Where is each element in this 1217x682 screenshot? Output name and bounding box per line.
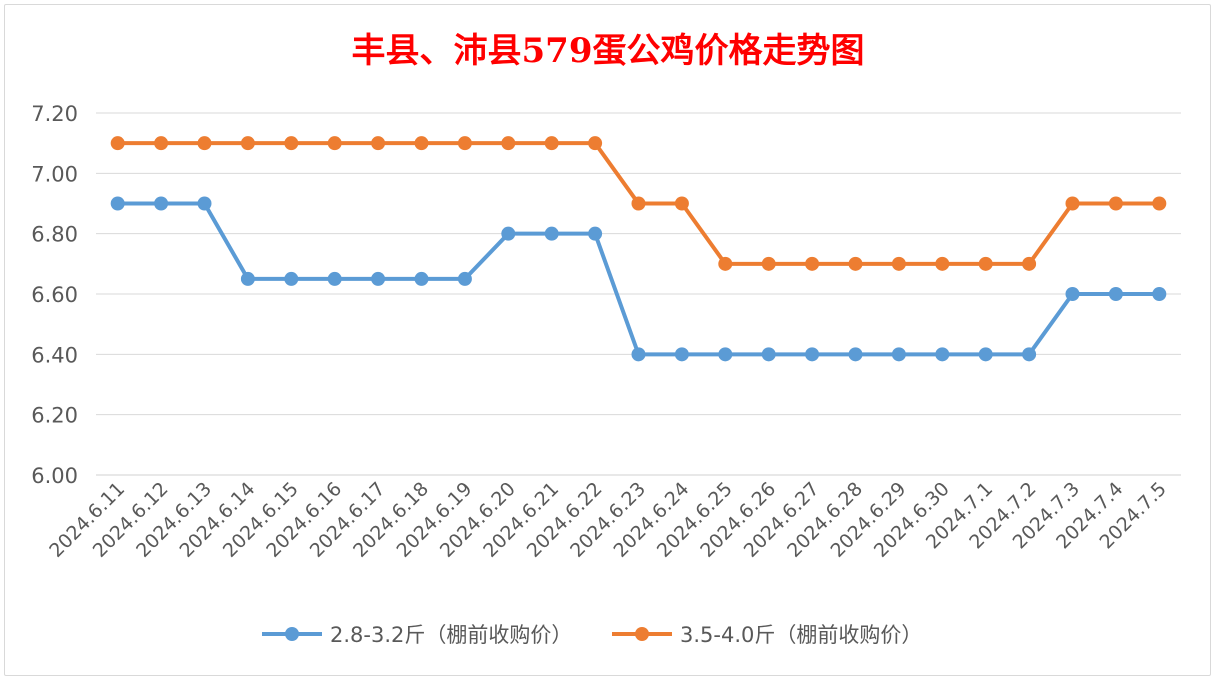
chart-frame — [4, 4, 1211, 676]
data-point — [1022, 256, 1037, 271]
data-point — [935, 256, 950, 271]
y-tick-label: 6.20 — [31, 404, 78, 428]
legend-label: 3.5-4.0斤（棚前收购价） — [680, 623, 922, 647]
data-point — [674, 196, 689, 211]
data-point — [501, 226, 516, 241]
data-point — [371, 271, 386, 286]
data-point — [457, 271, 472, 286]
data-point — [197, 136, 212, 151]
data-point — [718, 347, 733, 362]
data-point — [674, 347, 689, 362]
data-point — [631, 347, 646, 362]
data-point — [414, 271, 429, 286]
data-point — [631, 196, 646, 211]
data-point — [891, 347, 906, 362]
data-point — [848, 347, 863, 362]
chart-title: 丰县、沛县579蛋公鸡价格走势图 — [352, 31, 865, 71]
gridlines — [96, 112, 1181, 476]
legend-swatch-marker — [285, 627, 299, 641]
data-point — [935, 347, 950, 362]
data-point — [848, 256, 863, 271]
y-tick-label: 6.80 — [31, 223, 78, 247]
y-tick-label: 6.40 — [31, 343, 78, 367]
data-point — [761, 256, 776, 271]
data-point — [978, 256, 993, 271]
y-axis: 6.00 6.20 6.40 6.60 6.80 7.00 7.20 — [31, 102, 78, 488]
data-point — [805, 347, 820, 362]
y-tick-label: 7.00 — [31, 162, 78, 186]
data-point — [718, 256, 733, 271]
data-point — [501, 136, 516, 151]
legend-item: 3.5-4.0斤（棚前收购价） — [612, 623, 922, 647]
y-tick-label: 6.60 — [31, 283, 78, 307]
data-point — [371, 136, 386, 151]
legend: 2.8-3.2斤（棚前收购价） 3.5-4.0斤（棚前收购价） — [262, 623, 922, 647]
data-point — [1022, 347, 1037, 362]
series-group — [110, 136, 1167, 362]
data-point — [1108, 287, 1123, 301]
data-point — [240, 136, 255, 151]
data-point — [240, 271, 255, 286]
data-point — [978, 347, 993, 362]
data-point — [154, 136, 169, 151]
y-tick-label: 7.20 — [31, 102, 78, 126]
data-point — [284, 136, 299, 151]
y-tick-label: 6.00 — [31, 464, 78, 488]
data-point — [588, 226, 603, 241]
data-point — [110, 196, 125, 211]
data-point — [1152, 287, 1167, 301]
data-point — [154, 196, 169, 211]
data-point — [891, 256, 906, 271]
data-point — [414, 136, 429, 151]
data-point — [1065, 287, 1080, 301]
data-point — [588, 136, 603, 151]
data-point — [761, 347, 776, 362]
data-point — [327, 136, 342, 151]
data-point — [544, 226, 559, 241]
x-axis: 2024.6.112024.6.122024.6.132024.6.142024… — [45, 478, 1171, 562]
data-point — [284, 271, 299, 286]
data-point — [1152, 196, 1167, 211]
data-point — [457, 136, 472, 151]
data-point — [197, 196, 212, 211]
data-point — [805, 256, 820, 271]
data-point — [544, 136, 559, 151]
data-point — [1065, 196, 1080, 211]
series-2 — [110, 136, 1167, 271]
legend-label: 2.8-3.2斤（棚前收购价） — [330, 623, 572, 647]
data-point — [327, 271, 342, 286]
data-point — [110, 136, 125, 151]
data-point — [1108, 196, 1123, 211]
legend-swatch-marker — [635, 627, 649, 641]
legend-item: 2.8-3.2斤（棚前收购价） — [262, 623, 572, 647]
series-line — [115, 201, 1162, 357]
series-1 — [110, 196, 1167, 362]
